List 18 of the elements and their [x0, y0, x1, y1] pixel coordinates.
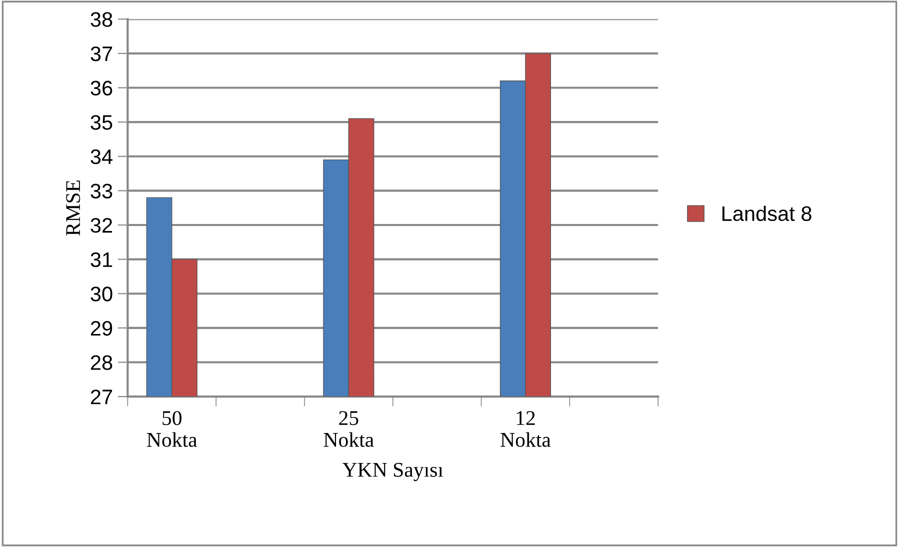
y-tick-label: 37: [90, 46, 112, 62]
y-tick-label: 36: [90, 80, 112, 96]
x-tick-label: 50 Nokta: [147, 411, 198, 447]
y-tick-label: 30: [90, 286, 112, 302]
y-tick-label: 28: [90, 355, 112, 370]
y-tick-label: 38: [90, 12, 112, 27]
legend-label: Landsat 8: [722, 206, 812, 222]
x-tick-label: 25 Nokta: [324, 411, 374, 447]
y-tick-label: 32: [90, 218, 112, 233]
y-tick-label: 27: [90, 390, 112, 404]
x-tick-label: 12 Nokta: [500, 411, 551, 447]
y-tick-label: 31: [90, 252, 112, 268]
y-tick-label: 35: [90, 115, 112, 130]
y-axis-title: RMSE: [66, 180, 80, 236]
y-tick-label: 29: [90, 320, 112, 336]
x-axis-title: YKN Sayısı: [342, 462, 444, 482]
y-tick-label: 34: [90, 149, 112, 164]
y-tick-label: 33: [90, 184, 112, 198]
